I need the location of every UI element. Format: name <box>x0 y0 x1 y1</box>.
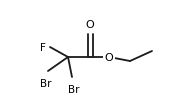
Text: Br: Br <box>40 78 52 88</box>
Text: Br: Br <box>68 84 80 94</box>
Text: O: O <box>105 53 113 62</box>
Text: F: F <box>40 43 46 53</box>
Text: O: O <box>86 20 94 30</box>
